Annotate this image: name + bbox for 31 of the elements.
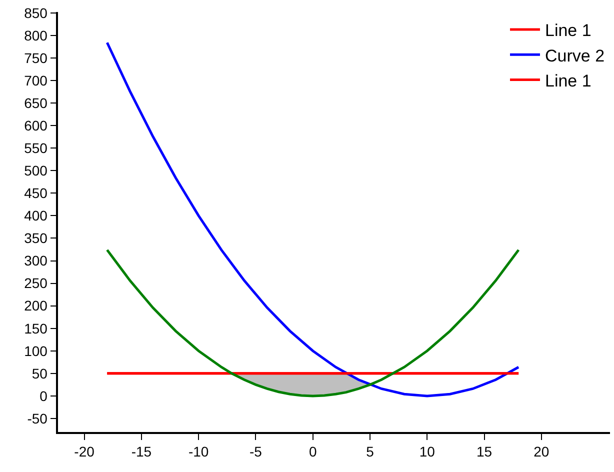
x-tick-label: 0: [308, 444, 317, 460]
y-tick-label: 50: [32, 365, 48, 382]
x-tick-label: -15: [131, 444, 152, 460]
y-tick-label: 850: [24, 4, 48, 21]
y-tick-label: 150: [24, 320, 48, 336]
y-tick-label: 300: [24, 252, 48, 269]
legend-label: Line 1: [545, 21, 592, 40]
y-tick-label: 800: [24, 27, 48, 44]
y-tick-label: 450: [24, 185, 48, 202]
y-tick-label: -50: [27, 410, 48, 426]
y-tick-label: 100: [24, 342, 48, 359]
y-tick-label: 200: [24, 298, 48, 314]
legend-label: Line 1: [545, 71, 592, 90]
x-tick-label: -20: [74, 444, 95, 460]
x-tick-label: 20: [534, 444, 550, 460]
y-tick-label: 400: [24, 208, 48, 224]
y-tick-label: 700: [24, 72, 48, 88]
x-tick-label: 15: [476, 444, 492, 460]
y-tick-label: 550: [24, 140, 48, 156]
y-tick-label: 650: [24, 94, 48, 111]
x-tick-label: -10: [188, 444, 209, 460]
y-tick-label: 600: [24, 117, 48, 134]
legend-label: Curve 2: [545, 46, 605, 66]
x-tick-label: 5: [366, 444, 374, 460]
y-tick-label: 0: [40, 388, 48, 404]
x-tick-label: 10: [419, 444, 436, 460]
y-tick-label: 500: [24, 162, 48, 179]
y-tick-label: 750: [24, 50, 48, 66]
y-tick-label: 350: [24, 230, 48, 246]
y-tick-label: 250: [24, 275, 48, 292]
x-tick-label: -5: [249, 444, 262, 460]
